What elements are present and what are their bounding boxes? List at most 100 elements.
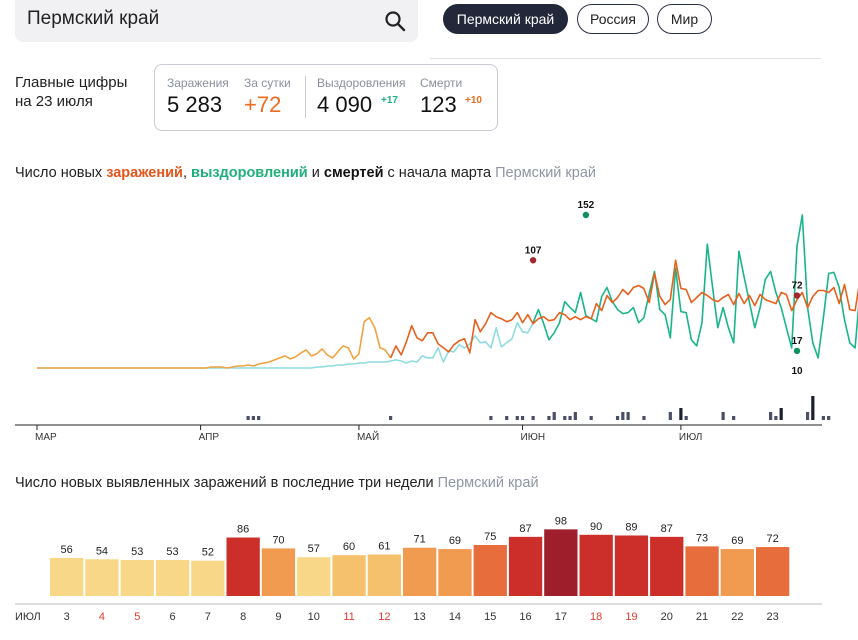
bar (508, 536, 543, 596)
recoveries-annotation-label: 17 (791, 336, 803, 347)
death-bar (769, 412, 773, 420)
bar-value-label: 54 (96, 545, 108, 557)
bar-value-label: 73 (696, 532, 708, 544)
title-region: Пермский край (495, 165, 597, 181)
bar-value-label: 53 (131, 546, 143, 558)
bar-value-label: 90 (590, 521, 602, 533)
bar (438, 549, 472, 596)
title-sep2: и (307, 165, 324, 181)
bar (226, 537, 260, 596)
death-bar (732, 416, 736, 420)
bar-value-label: 71 (414, 534, 426, 546)
main-chart: МАР АПР МАЙ ИЮН ИЮЛ 107 152 72 17 10 (15, 200, 858, 443)
death-bar (257, 416, 261, 420)
recoveries-line (532, 214, 858, 359)
bar-category-label: 17 (555, 611, 567, 623)
bar-category-label: 7 (205, 611, 211, 623)
x-tick-label: МАЙ (357, 430, 379, 443)
death-bar (552, 412, 556, 420)
bar (85, 559, 119, 596)
recoveries-label: Выздоровления (317, 76, 406, 90)
bar-value-label: 56 (61, 544, 73, 556)
bar (544, 529, 578, 596)
bar (473, 545, 507, 596)
death-bar (563, 416, 567, 420)
bar-value-label: 86 (237, 524, 249, 536)
death-bar (515, 416, 519, 420)
x-tick-label: ИЮН (521, 432, 546, 443)
bar-category-label: 13 (414, 611, 426, 623)
death-bar (547, 416, 551, 420)
title-infections: заражений (106, 165, 183, 181)
search-input[interactable]: Пермский край (27, 8, 160, 29)
infections-line (389, 259, 858, 359)
bar-category-label: 21 (696, 611, 708, 623)
infections-marker (529, 257, 537, 264)
bar-value-label: 72 (767, 533, 779, 545)
bar (685, 546, 719, 596)
death-bar (805, 412, 810, 420)
bar (332, 555, 366, 596)
stats-card: Заражения За сутки Выздоровления Смерти … (154, 64, 498, 131)
search-icon[interactable] (384, 10, 406, 32)
death-bar (811, 396, 815, 420)
death-bar (251, 416, 255, 420)
bar-category-label: 16 (519, 611, 531, 623)
infections-daily: +72 (244, 92, 282, 117)
infections-annotation-label: 107 (525, 245, 542, 256)
death-bar (679, 408, 683, 420)
death-bar (684, 416, 688, 420)
bar (155, 559, 190, 596)
bar-value-label: 75 (484, 531, 496, 543)
bar (403, 547, 437, 596)
bar-value-label: 69 (731, 535, 743, 547)
death-bar (626, 412, 630, 420)
death-bar (246, 416, 250, 420)
death-bar (821, 416, 825, 420)
region-button-russia[interactable]: Россия (577, 4, 649, 34)
bottom-chart-title: Число новых выявленных заражений в после… (15, 475, 539, 491)
death-bar (642, 416, 646, 420)
death-bar (615, 416, 620, 420)
infections-line-early (37, 316, 392, 369)
main-chart-title: Число новых заражений, выздоровлений и с… (15, 165, 596, 181)
bar-category-label: 4 (99, 611, 105, 623)
bar-category-label: 19 (625, 611, 637, 623)
bar (650, 536, 684, 596)
bar-value-label: 98 (555, 515, 567, 527)
bar (579, 534, 613, 596)
bar-value-label: 87 (661, 523, 673, 535)
death-bar (774, 416, 778, 420)
title-recoveries: выздоровлений (191, 165, 308, 181)
recoveries-marker (582, 211, 590, 219)
bar-value-label: 89 (625, 521, 637, 533)
death-bar (721, 412, 725, 420)
bar-category-label: 9 (275, 611, 281, 623)
infections-marker (793, 292, 801, 299)
bottom-title-text: Число новых выявленных заражений в после… (15, 475, 434, 491)
bar-category-label: 14 (449, 611, 461, 623)
region-button-world[interactable]: Мир (657, 4, 712, 34)
bar (297, 557, 331, 596)
bar (720, 549, 754, 596)
deaths-annotation-label: 10 (791, 366, 803, 377)
bar-category-label: 3 (64, 611, 70, 623)
infections-label: Заражения (167, 76, 229, 90)
bar-value-label: 61 (378, 541, 390, 553)
recoveries-line-early (37, 321, 534, 369)
bar-category-label: 11 (343, 611, 354, 623)
daily-bar-chart: ИЮЛ 56 3 54 4 53 5 53 6 52 7 86 8 70 9 57 10 60 11 61 12 71 13… (15, 515, 822, 623)
bar-value-label: 52 (202, 547, 214, 559)
death-bar (389, 416, 393, 420)
search-bar[interactable]: Пермский край (15, 0, 418, 42)
bar-value-label: 69 (449, 535, 461, 547)
death-bar (505, 416, 509, 420)
bar-category-label: 6 (169, 611, 175, 623)
bar-category-label: 5 (134, 611, 140, 623)
bar-category-label: 8 (240, 611, 246, 623)
region-button-perm[interactable]: Пермский край (443, 4, 568, 34)
bar-value-label: 53 (166, 546, 178, 558)
x-tick-label: МАР (35, 432, 57, 443)
bottom-title-region: Пермский край (437, 475, 539, 491)
bar-category-label: 20 (661, 611, 673, 623)
